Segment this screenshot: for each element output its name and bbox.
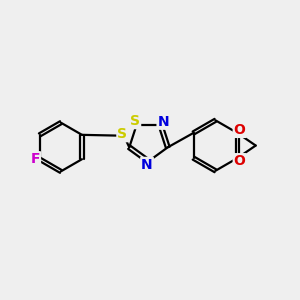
Text: O: O [234,154,246,168]
Text: S: S [130,114,140,128]
Text: F: F [31,152,40,166]
Text: S: S [117,127,128,141]
Text: N: N [158,115,169,129]
Text: O: O [234,123,246,137]
Text: N: N [141,158,153,172]
